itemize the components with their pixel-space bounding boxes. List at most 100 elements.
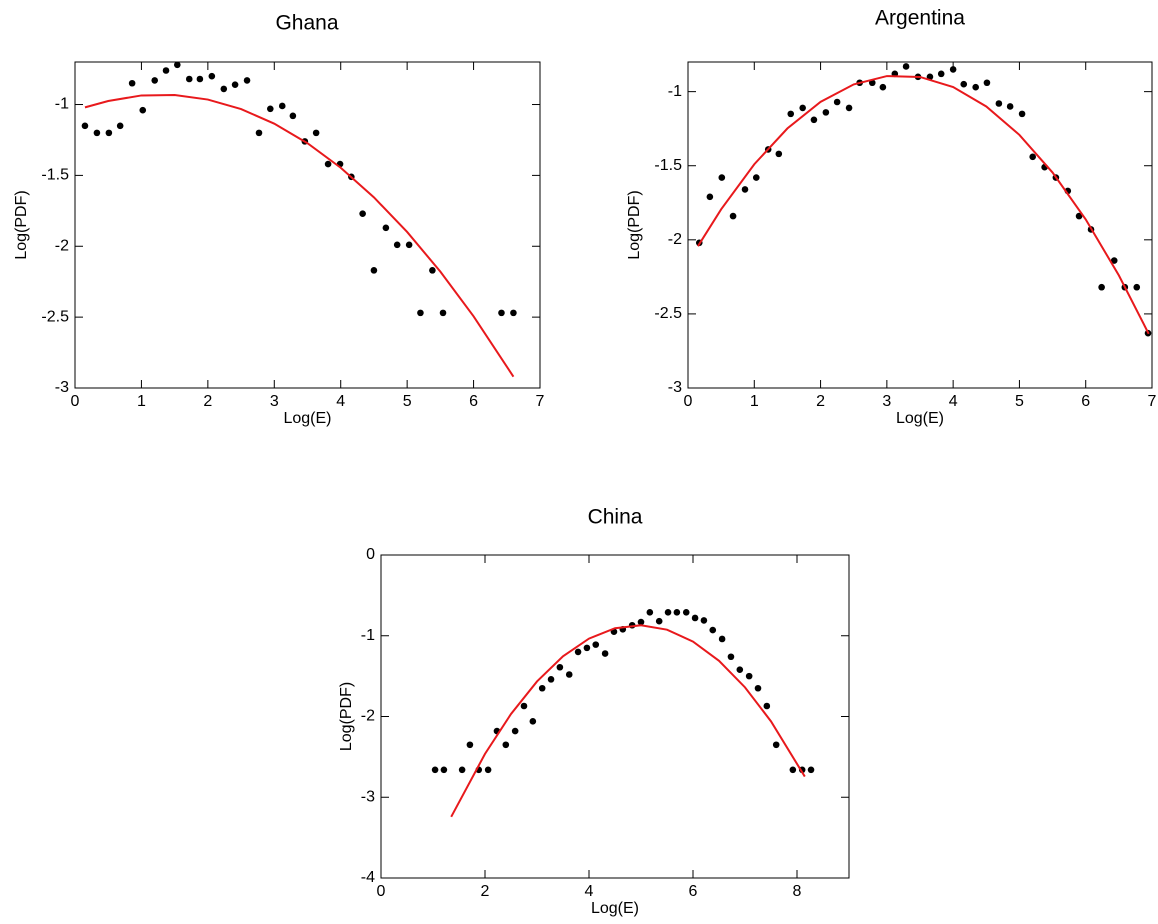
data-point (484, 766, 492, 774)
data-point (405, 241, 413, 249)
data-point (655, 617, 663, 625)
x-axis-label: Log(E) (896, 410, 944, 427)
chart-title: Argentina (875, 7, 965, 30)
data-point (574, 648, 582, 656)
plot-area (695, 63, 1152, 337)
data-point (81, 122, 89, 130)
y-tick-label: -3 (361, 788, 375, 805)
data-point (231, 81, 239, 88)
y-tick-label: -2 (55, 237, 69, 254)
data-point (547, 676, 555, 683)
data-point (162, 67, 170, 74)
data-point (510, 309, 517, 317)
x-tick-label: 0 (377, 883, 386, 900)
data-point (601, 650, 609, 657)
data-point (1098, 283, 1105, 291)
x-axis-label: Log(E) (591, 900, 639, 917)
data-point (718, 635, 726, 643)
y-tick-label: -1 (361, 627, 375, 644)
x-tick-label: 8 (793, 883, 802, 900)
data-point (289, 112, 297, 120)
data-point (393, 241, 401, 249)
data-point (151, 77, 159, 84)
data-point (646, 609, 654, 616)
data-point (799, 104, 806, 112)
y-tick-label: -2.5 (41, 308, 69, 325)
x-tick-label: 2 (816, 393, 825, 410)
x-tick-label: 2 (203, 393, 212, 410)
x-tick-label: 6 (689, 883, 698, 900)
data-point (370, 267, 378, 274)
data-point (312, 129, 320, 137)
data-point (637, 618, 645, 626)
data-point (105, 129, 113, 137)
data-point (1075, 212, 1083, 220)
data-point (1018, 110, 1026, 118)
fit-curve (84, 94, 515, 378)
x-axis-label: Log(E) (283, 410, 331, 427)
data-point (673, 609, 681, 616)
data-point (382, 224, 390, 232)
data-point (949, 66, 957, 73)
data-point (1006, 103, 1014, 110)
data-point (727, 653, 735, 661)
y-tick-label: -2 (668, 231, 682, 248)
y-tick-label: -1.5 (41, 167, 69, 184)
data-point (763, 702, 771, 710)
x-tick-label: 6 (469, 393, 478, 410)
data-point (754, 684, 762, 692)
data-point (736, 666, 744, 673)
data-point (511, 727, 519, 735)
x-tick-label: 0 (71, 393, 80, 410)
chart-title: Ghana (275, 12, 338, 35)
y-tick-label: -1.5 (654, 157, 682, 174)
x-tick-label: 5 (1015, 393, 1024, 410)
x-tick-label: 3 (882, 393, 891, 410)
data-point (128, 79, 136, 87)
plot-frame (687, 61, 1153, 389)
data-point (833, 98, 841, 106)
data-point (116, 122, 124, 130)
data-point (972, 83, 979, 91)
y-tick-label: -2.5 (654, 305, 682, 322)
data-point (709, 626, 717, 634)
data-point (1110, 257, 1118, 264)
data-point (440, 766, 448, 774)
data-point (960, 80, 968, 88)
data-point (538, 684, 546, 692)
data-point (789, 766, 797, 774)
data-point (529, 718, 537, 725)
data-point (902, 63, 910, 70)
data-point (745, 672, 753, 680)
data-point (822, 109, 830, 116)
y-axis-label: Log(PDF) (338, 682, 355, 751)
x-tick-label: 1 (137, 393, 146, 410)
data-point (995, 100, 1003, 107)
plot-frame (74, 61, 541, 389)
data-point (729, 212, 737, 220)
x-tick-label: 0 (684, 393, 693, 410)
fit-curve (697, 75, 1150, 335)
data-point (983, 79, 991, 87)
data-point (937, 70, 945, 78)
x-tick-label: 4 (336, 393, 345, 410)
y-tick-label: -1 (668, 83, 682, 100)
data-point (502, 741, 510, 749)
x-tick-label: 4 (585, 883, 594, 900)
data-point (706, 193, 714, 201)
y-tick-label: 0 (366, 546, 375, 563)
x-tick-label: 2 (481, 883, 490, 900)
data-point (775, 150, 783, 158)
data-point (682, 609, 690, 616)
x-tick-label: 7 (1148, 393, 1157, 410)
data-point (520, 702, 528, 710)
plot-area (81, 61, 517, 378)
y-axis-label: Log(PDF) (13, 190, 30, 259)
y-tick-label: -4 (361, 869, 375, 886)
data-point (431, 766, 439, 774)
data-point (458, 766, 466, 774)
data-point (324, 160, 332, 168)
data-point (255, 129, 263, 137)
